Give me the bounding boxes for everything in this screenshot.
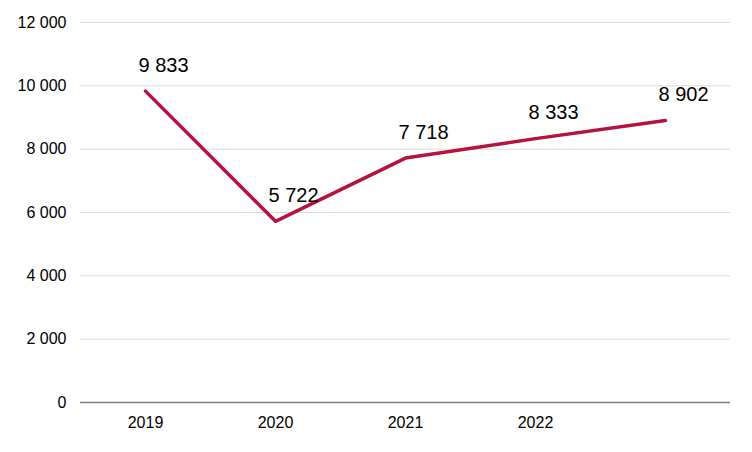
svg-text:6 000: 6 000 [26,204,66,221]
svg-text:0: 0 [58,394,67,411]
svg-text:4 000: 4 000 [26,267,66,284]
svg-text:2021: 2021 [388,414,424,431]
svg-text:5 722: 5 722 [268,184,318,206]
svg-text:2020: 2020 [258,414,294,431]
svg-text:10 000: 10 000 [18,77,67,94]
svg-text:2 000: 2 000 [26,330,66,347]
svg-text:9 833: 9 833 [138,54,188,76]
svg-text:8 333: 8 333 [528,101,578,123]
svg-text:2019: 2019 [128,414,164,431]
svg-text:12 000: 12 000 [18,14,67,31]
svg-text:7 718: 7 718 [398,120,448,142]
svg-text:8 000: 8 000 [26,140,66,157]
svg-text:8 902: 8 902 [658,83,708,105]
svg-text:2022: 2022 [518,414,554,431]
